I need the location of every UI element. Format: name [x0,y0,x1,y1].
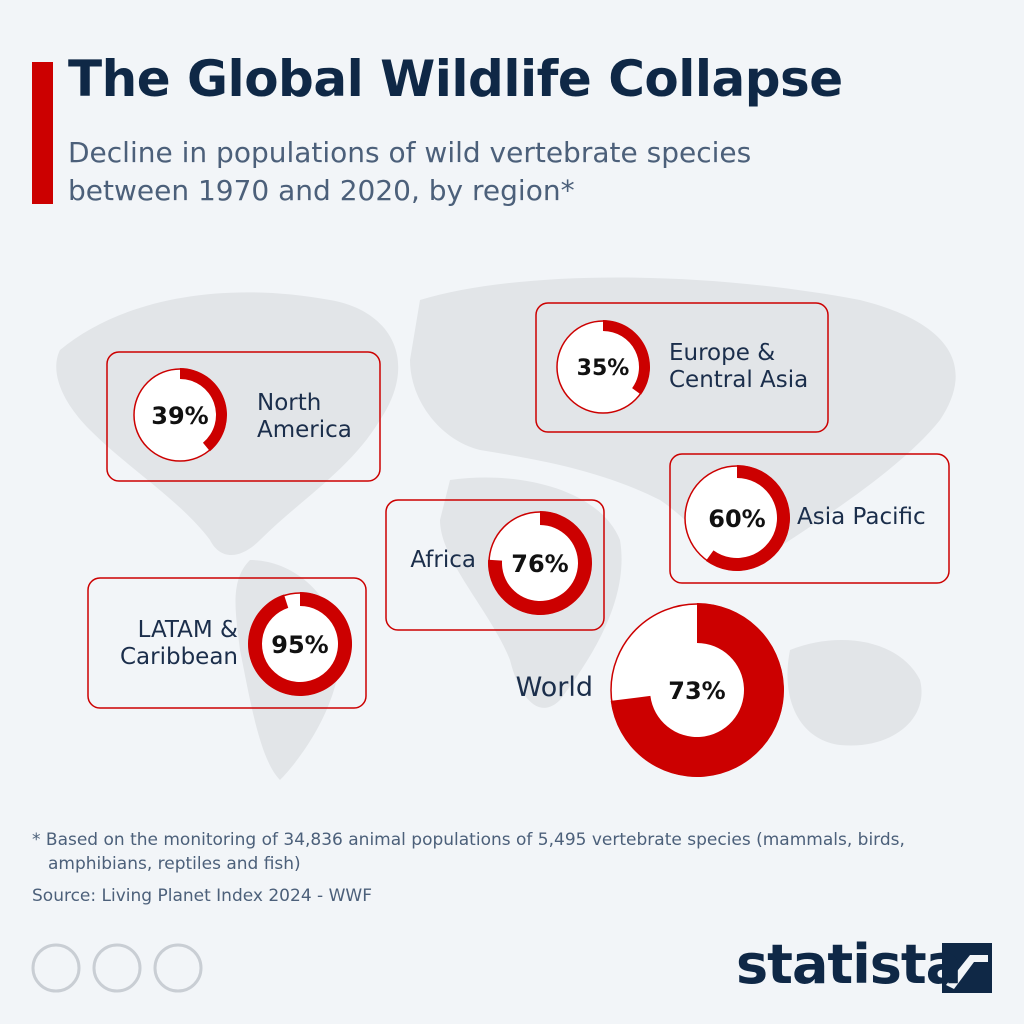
donut-hole [703,484,771,552]
donut-hole [268,612,332,676]
accent-bar [32,62,53,204]
subtitle: Decline in populations of wild vertebrat… [68,136,752,207]
donut-hole [150,385,210,445]
region-label: LATAM & Caribbean [119,617,238,670]
region-box [106,351,381,482]
brand-logo: statista [736,933,962,996]
region-label: Asia Pacific [797,504,926,530]
region-box [87,577,367,709]
donut-arc [705,465,790,572]
value-label: 76% [511,550,568,578]
value-label: 39% [151,402,208,430]
donut-arc [180,368,227,452]
region-box [669,453,950,584]
title: The Global Wildlife Collapse [68,50,843,108]
region-box [385,499,605,631]
region-label: Europe & Central Asia [669,340,809,393]
value-label: 95% [271,631,328,659]
brand-icon [942,943,992,993]
donut-hole [573,337,633,397]
value-label: 35% [577,356,630,381]
donut-arc [610,603,785,777]
value-label: 60% [708,505,765,533]
region-box [535,302,829,433]
donut-hole [656,649,738,731]
region-label: World [515,672,593,703]
donut-arc [603,320,650,395]
cc-icons [31,943,203,993]
donut-hole [508,531,572,595]
value-label: 73% [668,677,725,705]
source: Source: Living Planet Index 2024 - WWF [32,886,372,906]
footnote: * Based on the monitoring of 34,836 anim… [32,830,905,874]
region-label: North America [257,390,352,443]
region-label: Africa [410,547,476,573]
